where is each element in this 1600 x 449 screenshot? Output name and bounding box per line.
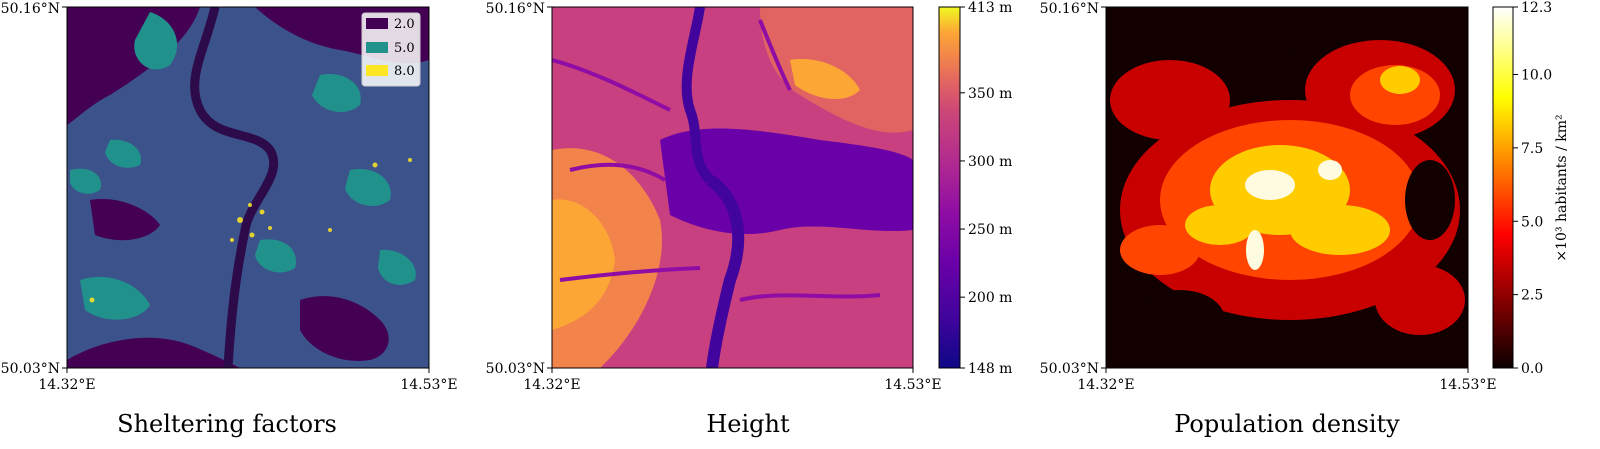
legend-entry: 5.0 [366, 41, 415, 56]
x-tick-left: 14.32°E [38, 377, 95, 393]
colorbar-tick-label: 10.0 [1521, 68, 1552, 84]
title-height: Height [706, 410, 790, 438]
x-tick-right: 14.53°E [884, 377, 941, 393]
y-tick-bottom: 50.03°N [1, 361, 60, 377]
panel-height: 50.16°N 50.03°N 14.32°E 14.53°E 148 m 200… [486, 0, 1013, 438]
legend-entry: 8.0 [366, 64, 415, 79]
y-tick-bottom: 50.03°N [486, 361, 545, 377]
title-sheltering: Sheltering factors [117, 410, 337, 438]
colorbar-tick-label: 12.3 [1521, 0, 1552, 16]
height-colorbar: 148 m 200 m 250 m 300 m 350 m 413 m [938, 0, 1012, 377]
x-tick-left: 14.32°E [523, 377, 580, 393]
colorbar-tick-label: 300 m [968, 154, 1012, 170]
panel-sheltering: 2.0 5.0 8.0 50.16°N 50.03°N 14.32°E 14.5… [1, 1, 458, 438]
colorbar-label: ×10³ habitants / km² [1554, 114, 1570, 261]
legend-swatch-2 [366, 18, 388, 29]
y-tick-top: 50.16°N [1, 1, 60, 17]
legend-swatch-5 [366, 42, 388, 53]
colorbar-tick-label: 7.5 [1521, 141, 1543, 157]
y-tick-bottom: 50.03°N [1040, 361, 1099, 377]
legend-swatch-8 [366, 65, 388, 76]
population-colorbar: 0.0 2.5 5.0 7.5 10.0 12.3 ×10³ habitants / km… [1492, 0, 1570, 377]
panel-population: 50.16°N 50.03°N 14.32°E 14.53°E 0.0 2.5 5.… [1040, 0, 1570, 438]
x-tick-right: 14.53°E [400, 377, 457, 393]
population-map [1106, 7, 1468, 368]
legend-label: 5.0 [394, 41, 415, 56]
height-map [552, 7, 913, 368]
title-population: Population density [1174, 410, 1400, 438]
colorbar-tick-label: 148 m [968, 361, 1012, 377]
legend-label: 8.0 [394, 64, 415, 79]
colorbar-tick-label: 350 m [968, 86, 1012, 102]
x-tick-right: 14.53°E [1439, 377, 1496, 393]
y-tick-top: 50.16°N [486, 1, 545, 17]
legend-label: 2.0 [394, 17, 415, 32]
colorbar-tick-label: 0.0 [1521, 361, 1543, 377]
legend-entry: 2.0 [366, 17, 415, 32]
colorbar-tick-label: 250 m [968, 222, 1012, 238]
colorbar-tick-label: 2.5 [1521, 288, 1543, 304]
colorbar-tick-label: 413 m [968, 0, 1012, 16]
sheltering-legend: 2.0 5.0 8.0 [361, 12, 421, 87]
y-tick-top: 50.16°N [1040, 1, 1099, 17]
colorbar-tick-label: 5.0 [1521, 214, 1543, 230]
x-tick-left: 14.32°E [1077, 377, 1134, 393]
colorbar-tick-label: 200 m [968, 290, 1012, 306]
